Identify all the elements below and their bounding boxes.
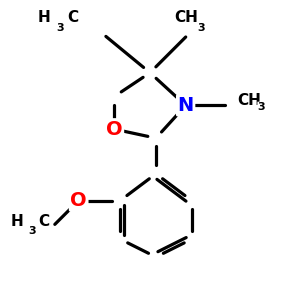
Text: C: C: [67, 10, 78, 25]
Text: H: H: [11, 214, 24, 229]
Text: O: O: [106, 120, 123, 139]
Text: CH: CH: [174, 10, 198, 25]
Text: 3: 3: [56, 22, 64, 33]
Text: C: C: [38, 214, 50, 229]
Text: 3: 3: [197, 22, 205, 33]
Text: 3: 3: [258, 102, 265, 112]
Text: 3: 3: [29, 226, 36, 236]
Text: H: H: [38, 10, 50, 25]
Text: O: O: [70, 191, 87, 210]
Text: CH: CH: [238, 94, 262, 109]
Text: N: N: [178, 96, 194, 115]
